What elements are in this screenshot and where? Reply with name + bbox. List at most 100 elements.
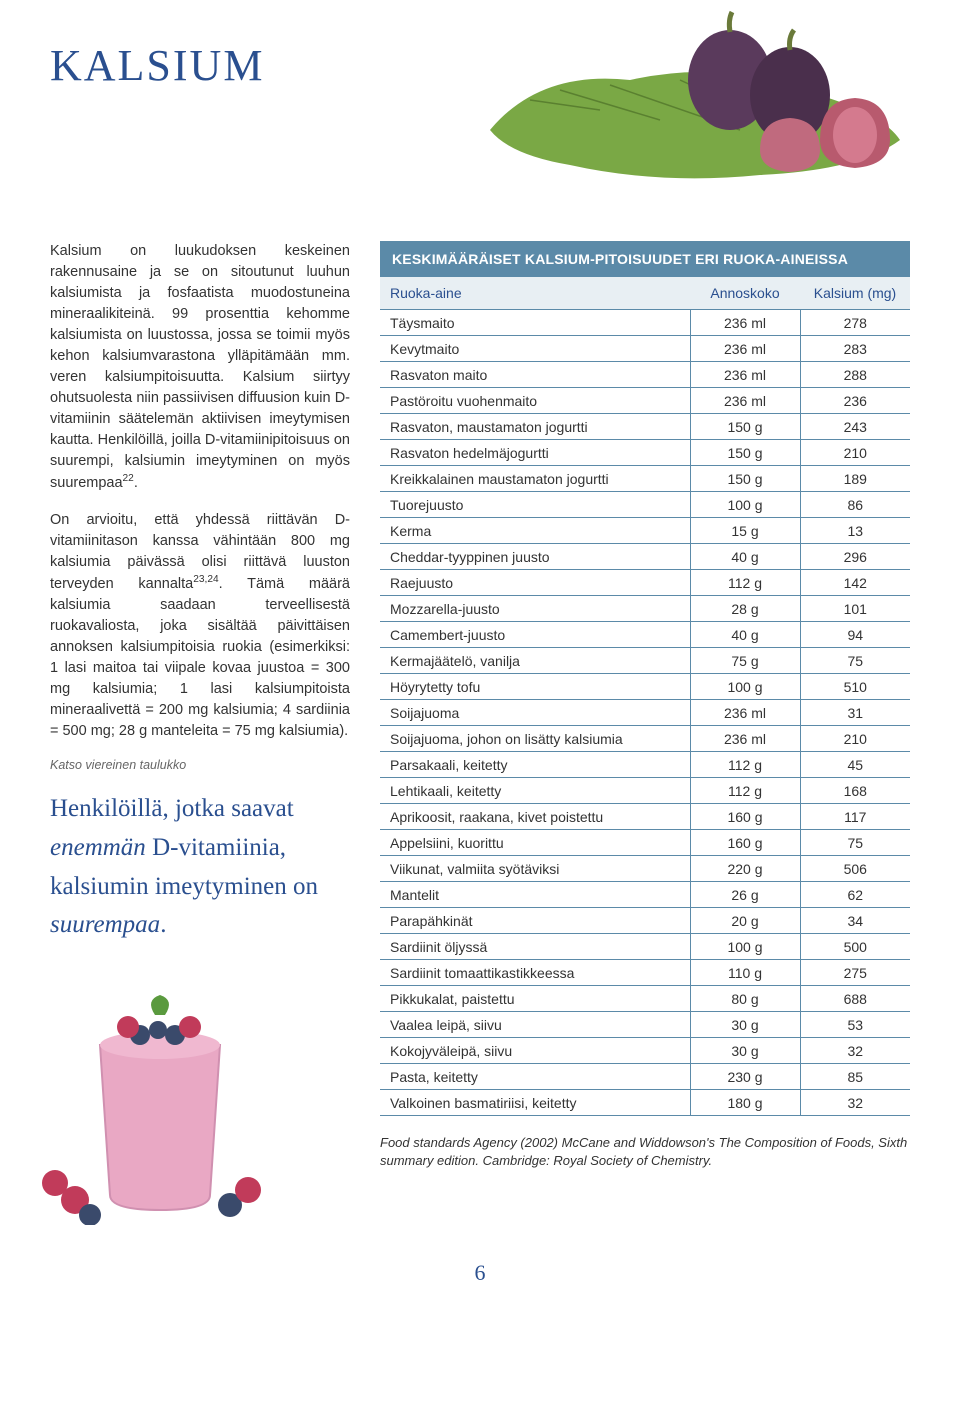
calcium-table: Ruoka-aine Annoskoko Kalsium (mg) Täysma… xyxy=(380,277,910,1116)
cell-portion: 100 g xyxy=(690,492,800,518)
cell-food: Rasvaton maito xyxy=(380,362,690,388)
smoothie-illustration xyxy=(30,965,290,1225)
content-columns: Kalsium on luukudoksen keskeinen rakennu… xyxy=(50,241,910,1230)
table-row: Pastöroitu vuohenmaito236 ml236 xyxy=(380,388,910,414)
table-row: Sardiinit tomaattikastikkeessa110 g275 xyxy=(380,960,910,986)
table-row: Kokojyväleipä, siivu30 g32 xyxy=(380,1038,910,1064)
cell-portion: 236 ml xyxy=(690,336,800,362)
cell-food: Höyrytetty tofu xyxy=(380,674,690,700)
cell-calcium: 189 xyxy=(800,466,910,492)
smoothie-glass xyxy=(100,1045,220,1210)
cell-food: Vaalea leipä, siivu xyxy=(380,1012,690,1038)
table-row: Vaalea leipä, siivu30 g53 xyxy=(380,1012,910,1038)
cell-portion: 236 ml xyxy=(690,700,800,726)
cell-portion: 28 g xyxy=(690,596,800,622)
cell-portion: 30 g xyxy=(690,1012,800,1038)
table-row: Pasta, keitetty230 g85 xyxy=(380,1064,910,1090)
pq-a: Henkilöillä, jotka saavat xyxy=(50,795,294,822)
raspberry-top-1 xyxy=(117,1016,139,1038)
cell-calcium: 75 xyxy=(800,830,910,856)
cell-calcium: 236 xyxy=(800,388,910,414)
table-row: Höyrytetty tofu100 g510 xyxy=(380,674,910,700)
cell-portion: 100 g xyxy=(690,674,800,700)
cell-portion: 20 g xyxy=(690,908,800,934)
cell-food: Mantelit xyxy=(380,882,690,908)
raspberry-b3 xyxy=(235,1177,261,1203)
cell-food: Aprikoosit, raakana, kivet poistettu xyxy=(380,804,690,830)
table-row: Tuorejuusto100 g86 xyxy=(380,492,910,518)
paragraph-1: Kalsium on luukudoksen keskeinen rakennu… xyxy=(50,241,350,494)
table-row: Viikunat, valmiita syötäviksi220 g506 xyxy=(380,856,910,882)
cell-food: Kerma xyxy=(380,518,690,544)
cell-calcium: 688 xyxy=(800,986,910,1012)
cell-calcium: 275 xyxy=(800,960,910,986)
cell-portion: 112 g xyxy=(690,778,800,804)
cell-calcium: 296 xyxy=(800,544,910,570)
pq-d: suurempaa xyxy=(50,911,160,938)
cell-portion: 100 g xyxy=(690,934,800,960)
col-food: Ruoka-aine xyxy=(380,277,690,310)
cell-portion: 112 g xyxy=(690,752,800,778)
table-body: Täysmaito236 ml278Kevytmaito236 ml283Ras… xyxy=(380,310,910,1116)
table-row: Cheddar-tyyppinen juusto40 g296 xyxy=(380,544,910,570)
page: KALSIUM Kalsium on luukudoksen keskeinen… xyxy=(0,0,960,1316)
pq-e: . xyxy=(160,911,166,938)
p1-end: . xyxy=(134,475,138,491)
table-row: Parsakaali, keitetty112 g45 xyxy=(380,752,910,778)
cell-food: Cheddar-tyyppinen juusto xyxy=(380,544,690,570)
cell-calcium: 85 xyxy=(800,1064,910,1090)
cell-food: Tuorejuusto xyxy=(380,492,690,518)
blueberry-2 xyxy=(149,1021,167,1039)
cell-portion: 75 g xyxy=(690,648,800,674)
cell-calcium: 86 xyxy=(800,492,910,518)
cell-calcium: 243 xyxy=(800,414,910,440)
table-head-row: Ruoka-aine Annoskoko Kalsium (mg) xyxy=(380,277,910,310)
cell-portion: 80 g xyxy=(690,986,800,1012)
table-row: Valkoinen basmatiriisi, keitetty180 g32 xyxy=(380,1090,910,1116)
cell-food: Pikkukalat, paistettu xyxy=(380,986,690,1012)
table-row: Kreikkalainen maustamaton jogurtti150 g1… xyxy=(380,466,910,492)
cell-portion: 180 g xyxy=(690,1090,800,1116)
table-row: Rasvaton, maustamaton jogurtti150 g243 xyxy=(380,414,910,440)
table-row: Pikkukalat, paistettu80 g688 xyxy=(380,986,910,1012)
col-portion: Annoskoko xyxy=(690,277,800,310)
blueberry-b1 xyxy=(79,1204,101,1225)
cell-food: Mozzarella-juusto xyxy=(380,596,690,622)
table-row: Parapähkinät20 g34 xyxy=(380,908,910,934)
fig-cut-2 xyxy=(760,118,820,172)
cell-food: Appelsiini, kuorittu xyxy=(380,830,690,856)
cell-portion: 236 ml xyxy=(690,726,800,752)
cell-portion: 236 ml xyxy=(690,388,800,414)
table-row: Soijajuoma, johon on lisätty kalsiumia23… xyxy=(380,726,910,752)
table-row: Rasvaton maito236 ml288 xyxy=(380,362,910,388)
cell-food: Soijajuoma, johon on lisätty kalsiumia xyxy=(380,726,690,752)
cell-food: Kokojyväleipä, siivu xyxy=(380,1038,690,1064)
mint-leaf xyxy=(151,995,169,1015)
cell-calcium: 45 xyxy=(800,752,910,778)
table-row: Appelsiini, kuorittu160 g75 xyxy=(380,830,910,856)
table-caption: Katso viereinen taulukko xyxy=(50,758,350,772)
cell-calcium: 210 xyxy=(800,440,910,466)
cell-calcium: 53 xyxy=(800,1012,910,1038)
cell-calcium: 506 xyxy=(800,856,910,882)
cell-calcium: 32 xyxy=(800,1090,910,1116)
cell-calcium: 34 xyxy=(800,908,910,934)
table-row: Kerma15 g13 xyxy=(380,518,910,544)
cell-portion: 236 ml xyxy=(690,362,800,388)
cell-portion: 30 g xyxy=(690,1038,800,1064)
cell-calcium: 142 xyxy=(800,570,910,596)
fig-1-stem xyxy=(729,12,732,32)
p2-sup: 23,24 xyxy=(193,574,218,585)
cell-portion: 26 g xyxy=(690,882,800,908)
cell-food: Pastöroitu vuohenmaito xyxy=(380,388,690,414)
figs-illustration xyxy=(480,10,910,190)
cell-portion: 40 g xyxy=(690,544,800,570)
cell-calcium: 288 xyxy=(800,362,910,388)
cell-food: Camembert-juusto xyxy=(380,622,690,648)
cell-calcium: 32 xyxy=(800,1038,910,1064)
paragraph-2: On arvioitu, että yhdessä riittävän D-vi… xyxy=(50,510,350,742)
cell-portion: 230 g xyxy=(690,1064,800,1090)
page-number: 6 xyxy=(50,1260,910,1286)
cell-food: Rasvaton, maustamaton jogurtti xyxy=(380,414,690,440)
cell-food: Sardiinit tomaattikastikkeessa xyxy=(380,960,690,986)
